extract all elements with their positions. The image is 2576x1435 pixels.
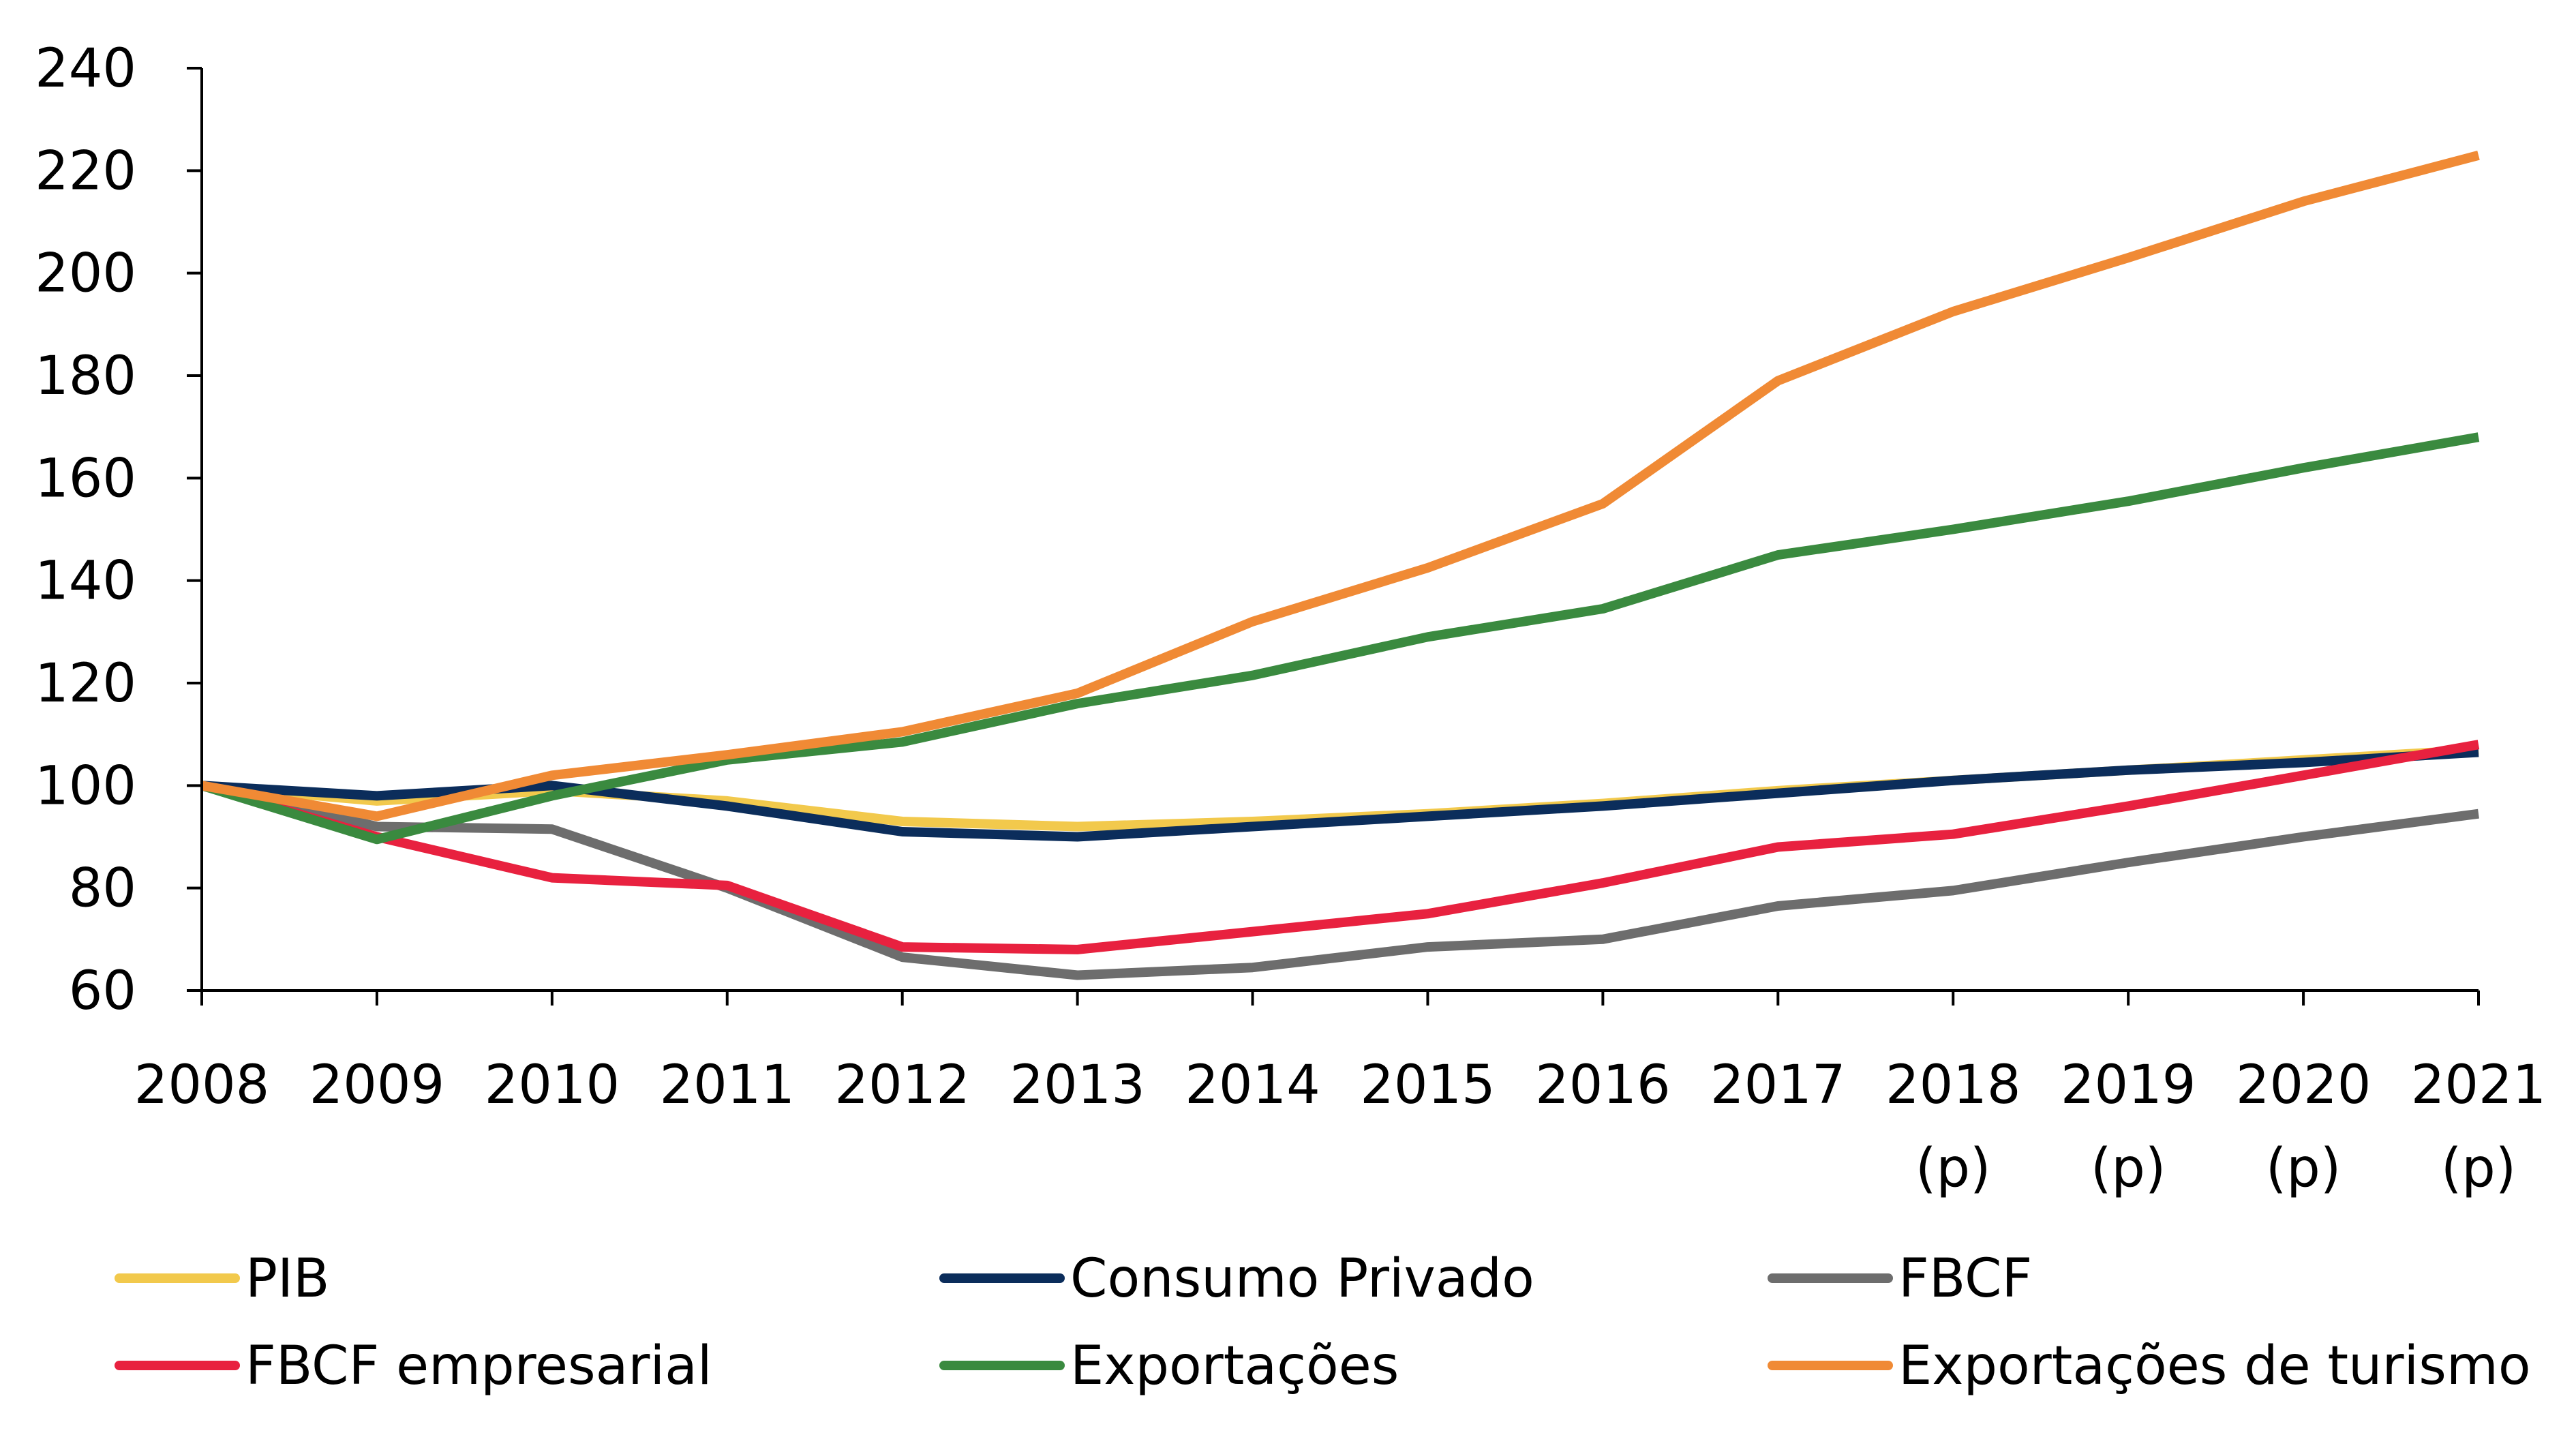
x-tick-label: 2011 [660,1055,795,1116]
axes-layer [200,68,2479,992]
x-tick-label: 2016 [1535,1055,1671,1116]
series-line-fbcf [200,781,2479,980]
legend-item: FBCF [1768,1248,2032,1310]
legend-label: PIB [245,1248,330,1310]
series-line-exporta-es-de-turismo [200,151,2480,821]
x-tick-label: 2017 [1710,1055,1846,1116]
x-tick-projection-label: (p) [2441,1138,2516,1199]
x-tick-label: 2013 [1010,1055,1145,1116]
legend-item: Consumo Privado [939,1248,1534,1310]
legend-label: FBCF [1898,1248,2032,1310]
legend-label: FBCF empresarial [245,1335,712,1397]
y-tick-label: 60 [69,961,136,1022]
series-line-fbcf-empresarial [200,740,2480,954]
legend-label: Exportações de turismo [1898,1335,2531,1397]
legend: PIB Consumo Privado FBCF FBCF empresarial Ex… [115,1248,2531,1397]
series-layer [200,151,2480,980]
x-axis-ticks: 2008 2009 2010 2011 2012 2013 2014 2015 2016 2017… [134,991,2547,1199]
y-axis-ticks: 60 80 100 120 140 160 180 200 220 240 [35,38,202,1022]
x-tick-label: 2012 [834,1055,970,1116]
legend-item: FBCF empresarial [115,1335,712,1397]
x-tick-label: 2015 [1360,1055,1496,1116]
y-tick-label: 160 [35,448,136,509]
x-tick-label: 2008 [134,1055,270,1116]
legend-item: Exportações [939,1335,1399,1397]
x-tick-label: 2018 [1885,1055,2021,1116]
legend-label: Exportações [1070,1335,1399,1397]
x-tick-label: 2010 [485,1055,620,1116]
legend-item: Exportações de turismo [1768,1335,2531,1397]
x-tick-projection-label: (p) [1915,1138,1990,1199]
x-tick-label: 2009 [309,1055,445,1116]
x-tick-projection-label: (p) [2266,1138,2341,1199]
x-tick-label: 2019 [2061,1055,2196,1116]
y-tick-label: 80 [69,858,136,920]
x-tick-projection-label: (p) [2091,1138,2166,1199]
y-tick-label: 240 [35,38,136,100]
x-tick-label: 2014 [1185,1055,1320,1116]
y-tick-label: 140 [35,551,136,612]
y-tick-label: 200 [35,243,136,305]
y-tick-label: 180 [35,346,136,407]
legend-label: Consumo Privado [1070,1248,1534,1310]
series-line-exporta-es [200,432,2480,845]
y-tick-label: 220 [35,140,136,202]
y-tick-label: 120 [35,653,136,714]
x-tick-label: 2020 [2236,1055,2372,1116]
y-tick-label: 100 [35,755,136,817]
x-tick-label: 2021 [2411,1055,2547,1116]
legend-item: PIB [115,1248,330,1310]
